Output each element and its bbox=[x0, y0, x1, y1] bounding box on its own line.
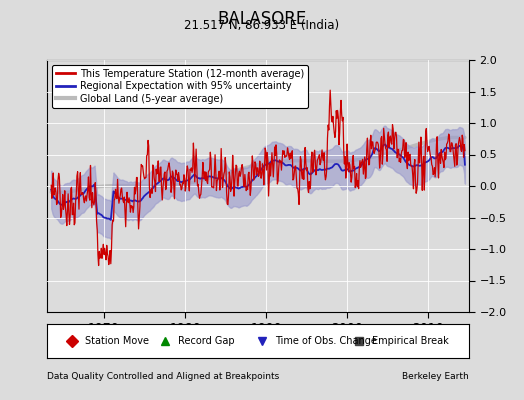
Text: Berkeley Earth: Berkeley Earth bbox=[402, 372, 469, 381]
Legend: This Temperature Station (12-month average), Regional Expectation with 95% uncer: This Temperature Station (12-month avera… bbox=[52, 65, 308, 108]
Text: Time of Obs. Change: Time of Obs. Change bbox=[275, 336, 377, 346]
Text: Data Quality Controlled and Aligned at Breakpoints: Data Quality Controlled and Aligned at B… bbox=[47, 372, 279, 381]
Text: Record Gap: Record Gap bbox=[178, 336, 235, 346]
Text: Empirical Break: Empirical Break bbox=[372, 336, 449, 346]
Text: BALASORE: BALASORE bbox=[217, 10, 307, 28]
Y-axis label: Temperature Anomaly (°C): Temperature Anomaly (°C) bbox=[523, 107, 524, 265]
Text: Station Move: Station Move bbox=[85, 336, 149, 346]
Text: 21.517 N, 86.933 E (India): 21.517 N, 86.933 E (India) bbox=[184, 19, 340, 32]
